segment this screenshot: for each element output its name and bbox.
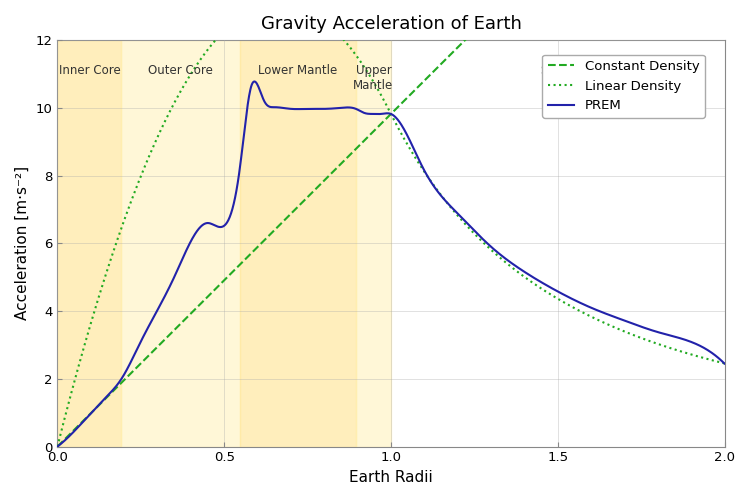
Text: Lower Mantle: Lower Mantle bbox=[258, 64, 338, 77]
Constant Density bbox=[450, 48, 459, 54]
Title: Gravity Acceleration of Earth: Gravity Acceleration of Earth bbox=[260, 15, 521, 33]
Linear Density bbox=[404, 142, 412, 148]
Linear Density bbox=[650, 340, 658, 345]
Constant Density bbox=[53, 444, 62, 450]
Linear Density bbox=[565, 302, 574, 308]
Linear Density bbox=[53, 444, 62, 450]
Bar bbox=[122, 40, 239, 446]
PREM bbox=[347, 104, 356, 110]
Text: Space: Space bbox=[540, 64, 575, 77]
PREM bbox=[586, 304, 595, 310]
Line: Constant Density: Constant Density bbox=[58, 0, 724, 446]
Text: Upper
Mantle: Upper Mantle bbox=[353, 64, 394, 92]
PREM bbox=[323, 106, 332, 112]
Line: Linear Density: Linear Density bbox=[58, 3, 724, 446]
Constant Density bbox=[56, 442, 64, 448]
PREM bbox=[121, 369, 130, 375]
Linear Density bbox=[720, 360, 729, 366]
Linear Density bbox=[508, 264, 517, 270]
X-axis label: Earth Radii: Earth Radii bbox=[349, 470, 433, 485]
Constant Density bbox=[461, 36, 470, 43]
Bar bbox=[58, 40, 122, 446]
Bar bbox=[239, 40, 356, 446]
Linear Density bbox=[276, 0, 285, 6]
PREM bbox=[574, 299, 583, 305]
PREM bbox=[53, 444, 62, 450]
Linear Density bbox=[271, 0, 280, 6]
Linear Density bbox=[254, 4, 263, 10]
PREM bbox=[512, 264, 520, 270]
Text: Outer Core: Outer Core bbox=[148, 64, 213, 77]
Legend: Constant Density, Linear Density, PREM: Constant Density, Linear Density, PREM bbox=[542, 55, 704, 118]
Text: Inner Core: Inner Core bbox=[58, 64, 120, 77]
Line: PREM: PREM bbox=[58, 82, 724, 446]
Constant Density bbox=[448, 50, 457, 56]
Y-axis label: Acceleration [m·s⁻²]: Acceleration [m·s⁻²] bbox=[15, 166, 30, 320]
PREM bbox=[250, 78, 259, 84]
PREM bbox=[720, 360, 729, 366]
Bar bbox=[356, 40, 391, 446]
